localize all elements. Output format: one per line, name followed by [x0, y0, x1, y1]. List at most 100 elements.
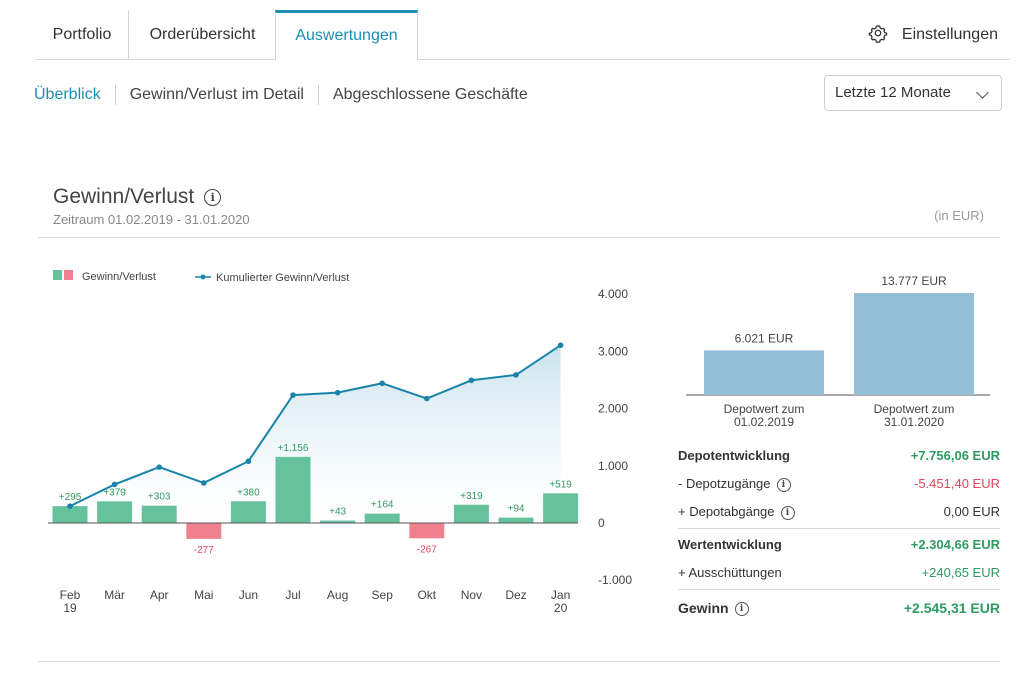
details-label-text: + Ausschüttungen [678, 565, 782, 580]
subnav-abgeschlossene-geschaefte[interactable]: Abgeschlossene Geschäfte [332, 86, 528, 103]
details-value: +240,65 EUR [921, 565, 1000, 580]
bar [543, 493, 579, 523]
details-row: + Depotabgänge i 0,00 EUR [678, 498, 1000, 526]
cumulative-point [290, 392, 296, 398]
legend-point-marker [200, 274, 206, 280]
details-label: Depotentwicklung [678, 442, 790, 470]
bar-data-label: -267 [417, 544, 437, 555]
tab-orderuebersicht[interactable]: Orderübersicht [128, 10, 276, 60]
cumulative-line [69, 344, 562, 508]
details-row: Depotentwicklung +7.756,06 EUR [678, 442, 1000, 470]
card-title-text: Gewinn/Verlust [53, 185, 195, 208]
cumulative-point [156, 464, 162, 470]
depot-category-label: Depotwert zum 01.02.2019 [724, 402, 805, 429]
info-icon[interactable]: i [776, 477, 791, 492]
details-label-text: Wertentwicklung [678, 537, 782, 552]
details-value: +2.545,31 EUR [903, 600, 1000, 616]
tab-portfolio[interactable]: Portfolio [52, 26, 112, 43]
depot-bar [854, 293, 974, 395]
bar-data-label: +1.156 [278, 443, 309, 454]
details-value: +2.304,66 EUR [910, 537, 1000, 552]
x-tick-label: Sep [372, 588, 394, 602]
y-tick-label: 0 [598, 516, 605, 530]
x-tick-label: Mai [194, 588, 213, 602]
chevron-down-icon [976, 86, 989, 99]
x-tick-label-line: Apr [150, 588, 169, 602]
x-tick-label-line: Feb [60, 588, 81, 602]
bar [320, 520, 356, 523]
info-icon[interactable]: i [204, 188, 222, 206]
bar [141, 505, 177, 523]
depot-category-line: 31.01.2020 [884, 415, 944, 429]
depot-category-label: Depotwert zum 31.01.2020 [874, 402, 955, 429]
top-tab-bar: Portfolio Orderübersicht Auswertungen Ei… [0, 0, 1024, 61]
y-tick-label: 3.000 [598, 344, 628, 358]
cumulative-point [468, 377, 475, 384]
cumulative-point [67, 503, 73, 509]
period-select[interactable]: Letzte 12 Monate [824, 75, 1002, 111]
header-divider [38, 237, 1000, 238]
x-tick-label-line: Okt [417, 588, 436, 602]
x-tick-label: Aug [327, 588, 348, 602]
bar [275, 456, 311, 523]
details-label-text: Gewinn [678, 600, 729, 616]
cumulative-point [111, 481, 118, 488]
subnav-divider [317, 85, 319, 105]
bar-data-label: +380 [237, 487, 260, 498]
depot-bar-label: 6.021 EUR [735, 331, 794, 345]
x-tick-label: Feb 19 [60, 588, 81, 615]
x-tick-label: Nov [461, 588, 482, 602]
bar-data-label: +319 [460, 491, 483, 502]
details-row: + Ausschüttungen +240,65 EUR [678, 559, 1000, 587]
details-row: - Depotzugänge i -5.451,40 EUR [678, 470, 1000, 498]
settings-label: Einstellungen [901, 26, 998, 43]
bar-data-label: +519 [549, 479, 572, 490]
currency-note: (in EUR) [934, 208, 984, 223]
legend-swatch-positive [53, 270, 62, 280]
tab-auswertungen[interactable]: Auswertungen [275, 10, 418, 61]
bar-data-label: +295 [59, 492, 82, 503]
x-tick-label-line: Jan [551, 588, 570, 602]
x-tick-label: Mär [104, 588, 125, 602]
subnav-ueberblick[interactable]: Überblick [34, 86, 101, 103]
x-tick-label: Jul [285, 588, 300, 602]
y-tick-label: 1.000 [598, 459, 628, 473]
details-row: Wertentwicklung +2.304,66 EUR [678, 531, 1000, 559]
y-tick-label: -1.000 [598, 573, 632, 587]
bar-data-label: +379 [103, 487, 126, 498]
x-tick-label: Apr [150, 588, 169, 602]
period-text: Zeitraum 01.02.2019 - 31.01.2020 [53, 212, 250, 227]
x-tick-label: Jun [239, 588, 258, 602]
x-tick-label-line: Jul [285, 588, 300, 602]
legend-swatch-negative [64, 270, 73, 280]
details-value: +7.756,06 EUR [910, 448, 1000, 463]
bar [364, 513, 400, 523]
depot-details-table: Depotentwicklung +7.756,06 EUR - Depotzugä… [678, 442, 1000, 624]
x-tick-label-line: Nov [461, 588, 482, 602]
details-label: + Depotabgänge i [678, 498, 795, 526]
cumulative-point [379, 380, 386, 387]
bar-data-label: +43 [329, 507, 346, 518]
tab-bar-divider [36, 59, 1010, 60]
depot-bar [704, 350, 824, 395]
x-tick-label-line: Sep [372, 588, 394, 602]
details-label: Wertentwicklung [678, 531, 782, 559]
bar [230, 501, 266, 523]
info-icon[interactable]: i [734, 602, 749, 617]
subnav-gewinn-verlust-detail[interactable]: Gewinn/Verlust im Detail [129, 86, 304, 103]
cumulative-point [557, 342, 564, 349]
details-divider [678, 528, 1000, 529]
cumulative-point [513, 372, 519, 378]
x-tick-label-line: Mai [194, 588, 213, 602]
legend-label: Gewinn/Verlust [82, 271, 156, 283]
legend-label: Kumulierter Gewinn/Verlust [216, 272, 349, 284]
details-label-text: Depotentwicklung [678, 448, 790, 463]
bar [52, 506, 88, 523]
bar [453, 504, 489, 523]
cumulative-point [334, 389, 341, 396]
bar [409, 523, 445, 539]
bar-data-label: +303 [148, 492, 171, 503]
cumulative-point [424, 395, 430, 402]
settings-button[interactable]: Einstellungen [868, 22, 998, 48]
info-icon[interactable]: i [780, 505, 795, 520]
